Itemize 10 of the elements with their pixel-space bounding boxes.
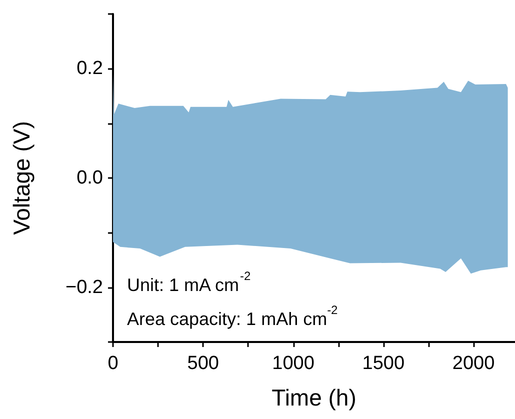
x-tick-label: 500 [187, 353, 219, 374]
y-tick-label: 0.0 [76, 168, 103, 188]
x-tick-label: 1000 [272, 353, 314, 374]
y-axis-title: Voltage (V) [8, 121, 34, 235]
y-tick-label: −0.2 [65, 276, 103, 298]
y-tick-label: 0.2 [76, 58, 103, 80]
x-axis-title: Time (h) [272, 384, 356, 410]
x-tick-label: 1500 [362, 353, 405, 374]
x-tick-label: 0 [108, 353, 118, 374]
x-tick-label: 2000 [452, 353, 495, 374]
